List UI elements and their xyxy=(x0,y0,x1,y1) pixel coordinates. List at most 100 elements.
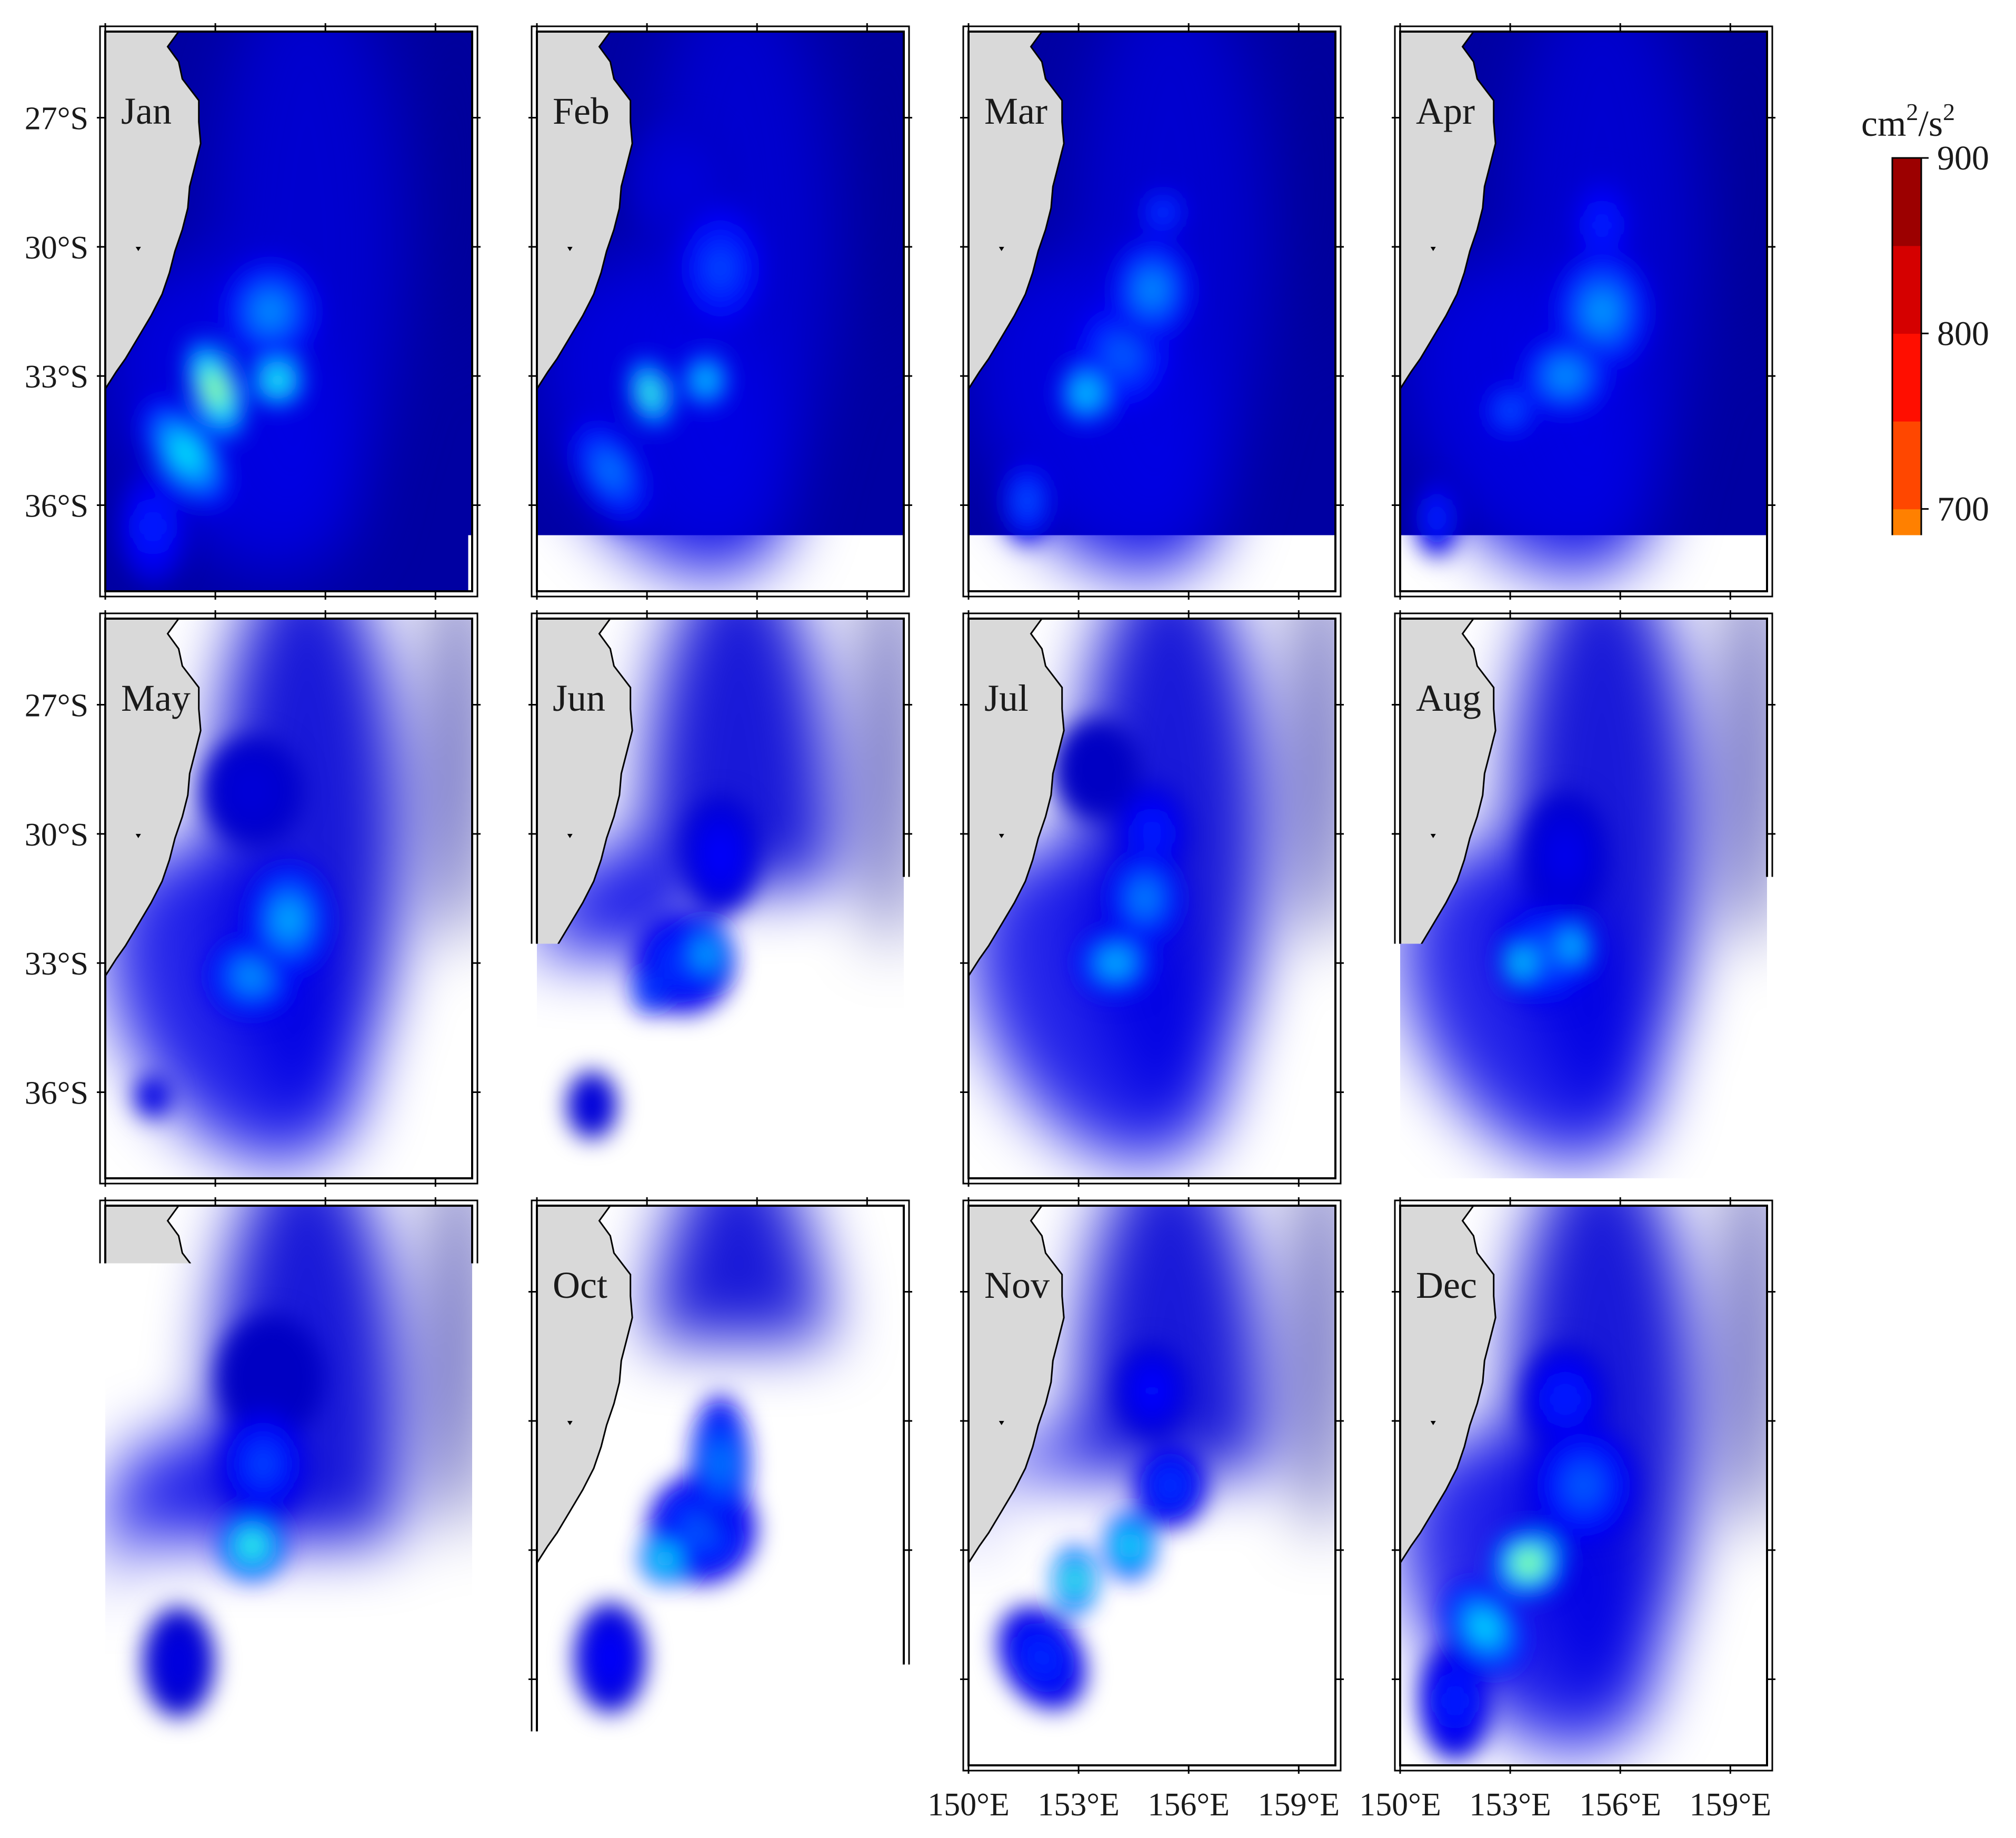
eke-contour xyxy=(660,1554,671,1564)
lon-tick-label: 150°E xyxy=(927,1787,1010,1823)
month-label: Jul xyxy=(984,677,1029,719)
colorbar-segment xyxy=(1892,1123,1921,1211)
eke-contour xyxy=(149,1092,157,1100)
eke-contour xyxy=(1145,823,1160,844)
month-label: Sep xyxy=(121,1264,178,1306)
panel-jan: Jan 27°S 30°S 33°S 36°S xyxy=(25,0,481,623)
colorbar: cm2/s2 0100200300400500600700800900 xyxy=(1861,98,1989,1757)
panel-mar: Mar xyxy=(906,0,1344,623)
lon-tick-label: 150°E xyxy=(496,1787,578,1823)
month-label: Nov xyxy=(984,1264,1050,1306)
eke-contour xyxy=(1556,367,1575,385)
lon-tick-label: 159°E xyxy=(826,1787,908,1823)
lat-tick-label: 30°S xyxy=(25,1404,88,1440)
eke-contour xyxy=(1145,1382,1160,1400)
lon-tick-label: 159°E xyxy=(394,1787,476,1823)
eke-contour xyxy=(712,843,728,868)
eke-contour xyxy=(1432,510,1441,525)
colorbar-tick-label: 900 xyxy=(1937,139,1989,177)
eke-contour xyxy=(673,170,695,195)
lon-tick-label: 156°E xyxy=(1579,1787,1661,1823)
colorbar-tick-label: 500 xyxy=(1937,841,1989,879)
eke-contour xyxy=(1504,404,1516,416)
eke-contour xyxy=(1125,1539,1135,1553)
lat-tick-label: 30°S xyxy=(25,817,88,853)
panel-oct: Oct 150°E 153°E 156°E 159°E xyxy=(475,1135,913,1823)
eke-contour xyxy=(1158,207,1169,218)
eke-contour xyxy=(1088,759,1105,780)
lat-tick-label: 36°S xyxy=(25,1075,88,1111)
month-label: Feb xyxy=(553,90,610,132)
colorbar-tick-label: 0 xyxy=(1937,1718,1954,1757)
eke-contour xyxy=(1592,299,1612,324)
eke-contour xyxy=(242,780,262,802)
colorbar-segment xyxy=(1892,684,1921,772)
colorbar-segment xyxy=(1892,1562,1921,1650)
eke-contour xyxy=(260,300,281,323)
month-label: Aug xyxy=(1416,677,1481,719)
eke-contour xyxy=(1107,956,1123,970)
eke-contour xyxy=(711,255,730,282)
eke-contour xyxy=(1556,842,1574,868)
lon-tick-label: 156°E xyxy=(1147,1787,1230,1823)
colorbar-tick-label: 700 xyxy=(1937,490,1989,529)
colorbar-tick-label: 600 xyxy=(1937,665,1989,704)
lat-tick-label: 27°S xyxy=(25,1275,88,1311)
eke-contour xyxy=(1448,1688,1463,1713)
panel-nov: Nov 150°E 153°E 156°E 159°E xyxy=(906,1135,1344,1823)
eke-contour xyxy=(1022,492,1033,510)
eke-contour xyxy=(260,1365,282,1391)
lon-tick-label: 156°E xyxy=(716,1787,798,1823)
colorbar-tick-label: 100 xyxy=(1937,1543,1989,1582)
lat-tick-label: 33°S xyxy=(25,1533,88,1569)
panel-apr: Apr xyxy=(1338,0,1776,623)
month-label: Oct xyxy=(553,1264,607,1306)
eke-contour xyxy=(647,983,654,994)
eke-contour xyxy=(701,374,711,386)
lon-tick-label: 156°E xyxy=(284,1787,366,1823)
eke-contour xyxy=(1112,342,1134,367)
panel-dec: Dec 150°E 153°E 156°E 159°E xyxy=(1338,1135,1776,1823)
colorbar-segment xyxy=(1892,772,1921,860)
colorbar-segment xyxy=(1892,509,1921,597)
eke-contour xyxy=(1573,1473,1595,1498)
lon-tick-label: 153°E xyxy=(174,1787,256,1823)
colorbar-segment xyxy=(1892,1211,1921,1299)
eke-contour xyxy=(146,514,161,539)
eke-contour xyxy=(1556,1388,1574,1411)
eke-contour xyxy=(1595,215,1609,235)
colorbar-segment xyxy=(1892,1299,1921,1387)
eke-contour xyxy=(1518,958,1525,968)
eke-contour xyxy=(1080,386,1092,400)
lat-tick-label: 27°S xyxy=(25,688,88,724)
lon-tick-label: 159°E xyxy=(1257,1787,1340,1823)
eke-contour xyxy=(714,1450,726,1477)
lat-tick-label: 33°S xyxy=(25,359,88,395)
eke-contour xyxy=(1143,279,1161,301)
eke-contour xyxy=(587,1098,597,1112)
month-label: May xyxy=(121,677,191,719)
colorbar-segment xyxy=(1892,333,1921,421)
lat-tick-label: 30°S xyxy=(25,230,88,266)
month-label: Mar xyxy=(984,90,1047,132)
lat-tick-label: 36°S xyxy=(25,1662,88,1698)
eke-contour xyxy=(254,1453,272,1475)
lon-tick-label: 153°E xyxy=(1037,1787,1120,1823)
panel-feb: Feb xyxy=(475,0,913,623)
month-label: Dec xyxy=(1416,1264,1477,1306)
panel-jun: Jun xyxy=(475,548,913,1210)
eke-contour xyxy=(1568,940,1577,952)
colorbar-tick-label: 300 xyxy=(1937,1192,1989,1230)
month-label: Apr xyxy=(1416,90,1475,132)
month-label: Jun xyxy=(553,677,605,719)
eke-contour xyxy=(1071,1573,1080,1587)
lon-tick-label: 159°E xyxy=(1689,1787,1771,1823)
eke-contour xyxy=(603,1646,617,1669)
lon-tick-label: 150°E xyxy=(64,1787,146,1823)
panel-sep: Sep 27°S 30°S 33°S 36°S 150°E 153°E 156°E 159°E xyxy=(25,1135,481,1823)
colorbar-tick-label: 200 xyxy=(1937,1367,1989,1406)
lat-tick-label: 36°S xyxy=(25,488,88,524)
panel-grid: Jan27°S30°S33°S36°SFeb Mar AprMay27°S30°S3… xyxy=(25,0,1775,1823)
colorbar-segment xyxy=(1892,860,1921,948)
